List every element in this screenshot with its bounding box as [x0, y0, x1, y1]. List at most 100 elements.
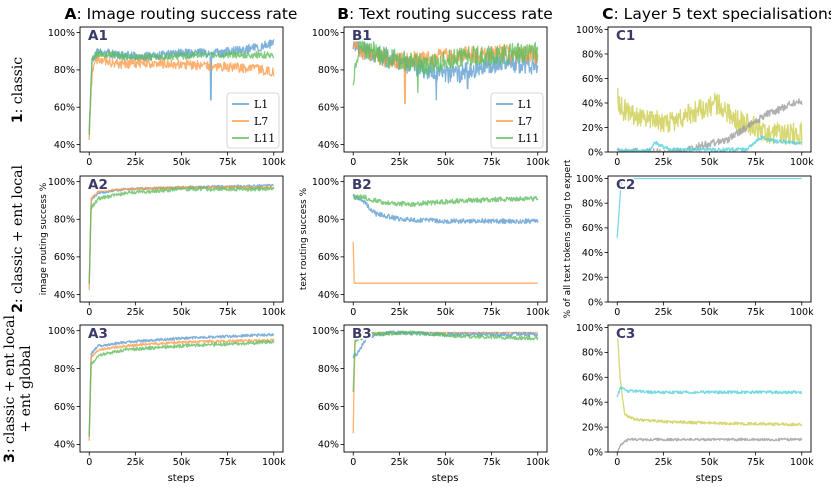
series-line-L7	[352, 241, 538, 284]
y-tick-label: 80%	[54, 215, 75, 226]
series-line-olive	[616, 331, 803, 427]
column-title-letter: C	[602, 5, 613, 23]
x-tick-label: 75k	[219, 157, 237, 168]
panel-C2: 0% 20% 40% 60% 80% 100% 0 25k 50k 75k 100k C2	[576, 174, 814, 318]
legend-label: L11	[254, 132, 275, 145]
x-axis-label: steps	[168, 473, 195, 484]
series-line-L11	[88, 339, 275, 438]
y-tick-label: 40%	[54, 440, 75, 451]
y-tick-label: 100%	[312, 177, 339, 188]
x-tick-label: 25k	[127, 157, 145, 168]
c-ylabel: % of all text tokens going to expert	[563, 159, 573, 318]
row-label-number: 1	[10, 113, 26, 123]
x-tick-label: 50k	[437, 307, 455, 318]
row-label-3: 3: classic + ent local	[2, 315, 18, 463]
y-tick-label: 20%	[582, 123, 603, 134]
column-title-B: B: Text routing success rate	[337, 5, 553, 23]
legend-label: L1	[518, 98, 532, 111]
panel-A2: 40% 60% 80% 100% 0 25k 50k 75k 100k A2	[48, 175, 286, 319]
x-tick-label: 25k	[127, 307, 145, 318]
series-group	[88, 183, 275, 291]
y-tick-label: 60%	[54, 103, 75, 114]
panel-label: C3	[616, 326, 635, 342]
y-tick-label: 60%	[582, 74, 603, 85]
series-line-L11	[352, 34, 539, 93]
y-tick-label: 0%	[588, 147, 603, 158]
series-line-cyan	[616, 177, 802, 238]
series-group	[616, 87, 803, 152]
x-tick-label: 25k	[655, 157, 673, 168]
x-tick-label: 25k	[127, 457, 145, 468]
row-label-text: : classic + ent local	[2, 315, 18, 454]
x-tick-label: 100k	[262, 307, 286, 318]
row-label-1: 1: classic	[10, 57, 26, 123]
x-tick-label: 0	[614, 307, 620, 318]
legend: L1 L7 L11	[490, 92, 544, 149]
y-tick-label: 20%	[582, 422, 603, 433]
y-tick-label: 100%	[312, 326, 339, 337]
panel-label: B1	[352, 28, 372, 44]
column-title-letter: A	[65, 5, 77, 23]
series-group	[352, 193, 539, 284]
legend-box	[490, 92, 544, 149]
series-line-L7	[352, 331, 538, 434]
x-axis-label: steps	[696, 473, 723, 484]
y-tick-label: 80%	[582, 49, 603, 60]
panel-B3: 40% 60% 80% 100% 0 25k 50k 75k 100k B3	[312, 325, 550, 469]
y-tick-label: 60%	[54, 402, 75, 413]
column-title-C: C: Layer 5 text specialisations	[602, 5, 831, 23]
x-tick-label: 25k	[391, 457, 409, 468]
panel-label: C2	[616, 177, 635, 193]
x-tick-label: 0	[86, 457, 92, 468]
panel-label: A2	[88, 177, 108, 193]
y-tick-label: 20%	[582, 273, 603, 284]
x-tick-label: 50k	[437, 157, 455, 168]
legend-label: L7	[254, 115, 268, 128]
b-ylabel: text routing success %	[299, 187, 309, 290]
panel-A3: 40% 60% 80% 100% 0 25k 50k 75k 100k A3	[48, 325, 286, 469]
x-tick-label: 100k	[262, 157, 286, 168]
x-tick-label: 100k	[526, 157, 550, 168]
legend-label: L7	[518, 115, 532, 128]
y-tick-label: 60%	[318, 103, 339, 114]
series-line-L11	[88, 186, 275, 284]
y-tick-label: 60%	[582, 373, 603, 384]
series-group	[616, 331, 803, 452]
axes-frame	[79, 175, 284, 303]
legend: L1 L7 L11	[226, 92, 280, 149]
y-tick-label: 40%	[54, 140, 75, 151]
x-tick-label: 75k	[747, 457, 765, 468]
y-tick-label: 100%	[48, 326, 75, 337]
series-line-cyan	[616, 135, 803, 152]
column-title-text: : Image routing success rate	[77, 5, 298, 23]
column-title-A: A: Image routing success rate	[65, 5, 298, 23]
series-group	[352, 330, 539, 434]
x-tick-label: 75k	[219, 457, 237, 468]
y-tick-label: 40%	[582, 98, 603, 109]
x-tick-label: 50k	[173, 157, 191, 168]
row-label-text: + ent global	[18, 345, 34, 433]
column-title-text: : Layer 5 text specialisations	[614, 5, 831, 23]
panel-C1: 0% 20% 40% 60% 80% 100% 0 25k 50k 75k 100k C1	[576, 25, 814, 168]
x-tick-label: 100k	[790, 157, 814, 168]
panel-label: B3	[352, 326, 372, 342]
series-line-L1	[88, 332, 275, 436]
x-tick-label: 50k	[437, 457, 455, 468]
y-tick-label: 80%	[318, 65, 339, 76]
y-tick-label: 60%	[54, 252, 75, 263]
y-tick-label: 40%	[318, 140, 339, 151]
x-axis-label: steps	[432, 473, 459, 484]
y-tick-label: 100%	[312, 28, 339, 39]
a-ylabel: image routing success %	[39, 182, 49, 295]
panel-label: A1	[88, 28, 108, 44]
x-tick-label: 100k	[790, 307, 814, 318]
series-line-L1	[88, 183, 274, 285]
legend-label: L1	[254, 98, 268, 111]
y-tick-label: 60%	[318, 402, 339, 413]
row-label-3: + ent global	[18, 345, 34, 433]
x-tick-label: 100k	[526, 307, 550, 318]
series-line-L1	[88, 39, 275, 133]
y-tick-label: 100%	[576, 174, 603, 185]
y-tick-label: 80%	[582, 348, 603, 359]
x-tick-label: 100k	[790, 457, 814, 468]
